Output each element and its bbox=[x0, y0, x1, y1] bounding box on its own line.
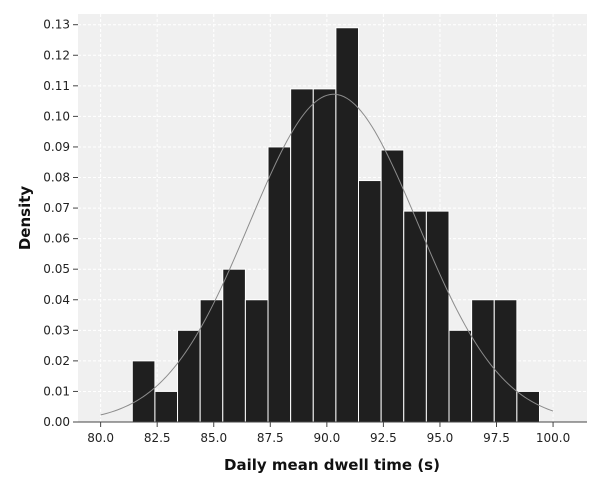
normal-fit-curve bbox=[100, 93, 554, 416]
histogram-bar bbox=[222, 268, 246, 423]
y-tick-label: 0.04 bbox=[43, 293, 70, 307]
y-tick-label: 0.08 bbox=[43, 171, 70, 185]
x-tick-label: 90.0 bbox=[313, 431, 340, 445]
x-tick-label: 87.5 bbox=[257, 431, 284, 445]
y-tick-label: 0.01 bbox=[43, 384, 70, 398]
histogram-bar bbox=[493, 299, 518, 423]
histogram-bar bbox=[131, 360, 156, 423]
y-tick-label: 0.06 bbox=[43, 232, 70, 246]
y-tick-label: 0.10 bbox=[43, 109, 70, 123]
histogram-bar bbox=[380, 149, 405, 423]
x-tick-label: 85.0 bbox=[200, 431, 227, 445]
y-tick-label: 0.13 bbox=[43, 18, 70, 32]
x-tick-label: 92.5 bbox=[370, 431, 397, 445]
y-tick-label: 0.09 bbox=[43, 140, 70, 154]
y-tick-label: 0.03 bbox=[43, 323, 70, 337]
y-tick-label: 0.02 bbox=[43, 354, 70, 368]
y-tick-label: 0.05 bbox=[43, 262, 70, 276]
histogram-bar bbox=[425, 210, 450, 423]
x-tick-label: 80.0 bbox=[87, 431, 114, 445]
histogram-bar bbox=[177, 329, 201, 423]
histogram-bar bbox=[335, 27, 360, 423]
x-tick-label: 100.0 bbox=[536, 431, 570, 445]
histogram-bar bbox=[358, 180, 382, 423]
histogram-bar bbox=[154, 390, 179, 423]
x-axis-title: Daily mean dwell time (s) bbox=[224, 456, 440, 474]
histogram-bar bbox=[516, 390, 540, 423]
y-tick-label: 0.12 bbox=[43, 48, 70, 62]
y-axis-title: Density bbox=[16, 186, 34, 251]
histogram-bar bbox=[312, 88, 337, 423]
x-axis: 80.0 82.5 85.0 87.5 90.0 92.5 95.0 97.5 100.0 bbox=[87, 422, 570, 445]
histogram-bar bbox=[199, 299, 224, 423]
y-tick-label: 0.07 bbox=[43, 201, 70, 215]
y-axis: 0.00 0.01 0.02 0.03 0.04 0.05 0.06 0.07 0.08 0.09… bbox=[43, 18, 78, 429]
histogram-bar bbox=[244, 299, 269, 423]
y-tick-label: 0.00 bbox=[43, 415, 70, 429]
histogram-bar bbox=[403, 210, 427, 423]
histogram-bar bbox=[290, 88, 314, 423]
y-tick-label: 0.11 bbox=[43, 79, 70, 93]
histogram-bar bbox=[448, 329, 473, 423]
histogram-bar bbox=[267, 146, 292, 423]
x-tick-label: 97.5 bbox=[483, 431, 510, 445]
x-tick-label: 95.0 bbox=[427, 431, 454, 445]
x-tick-label: 82.5 bbox=[144, 431, 171, 445]
histogram-bar bbox=[471, 299, 495, 423]
